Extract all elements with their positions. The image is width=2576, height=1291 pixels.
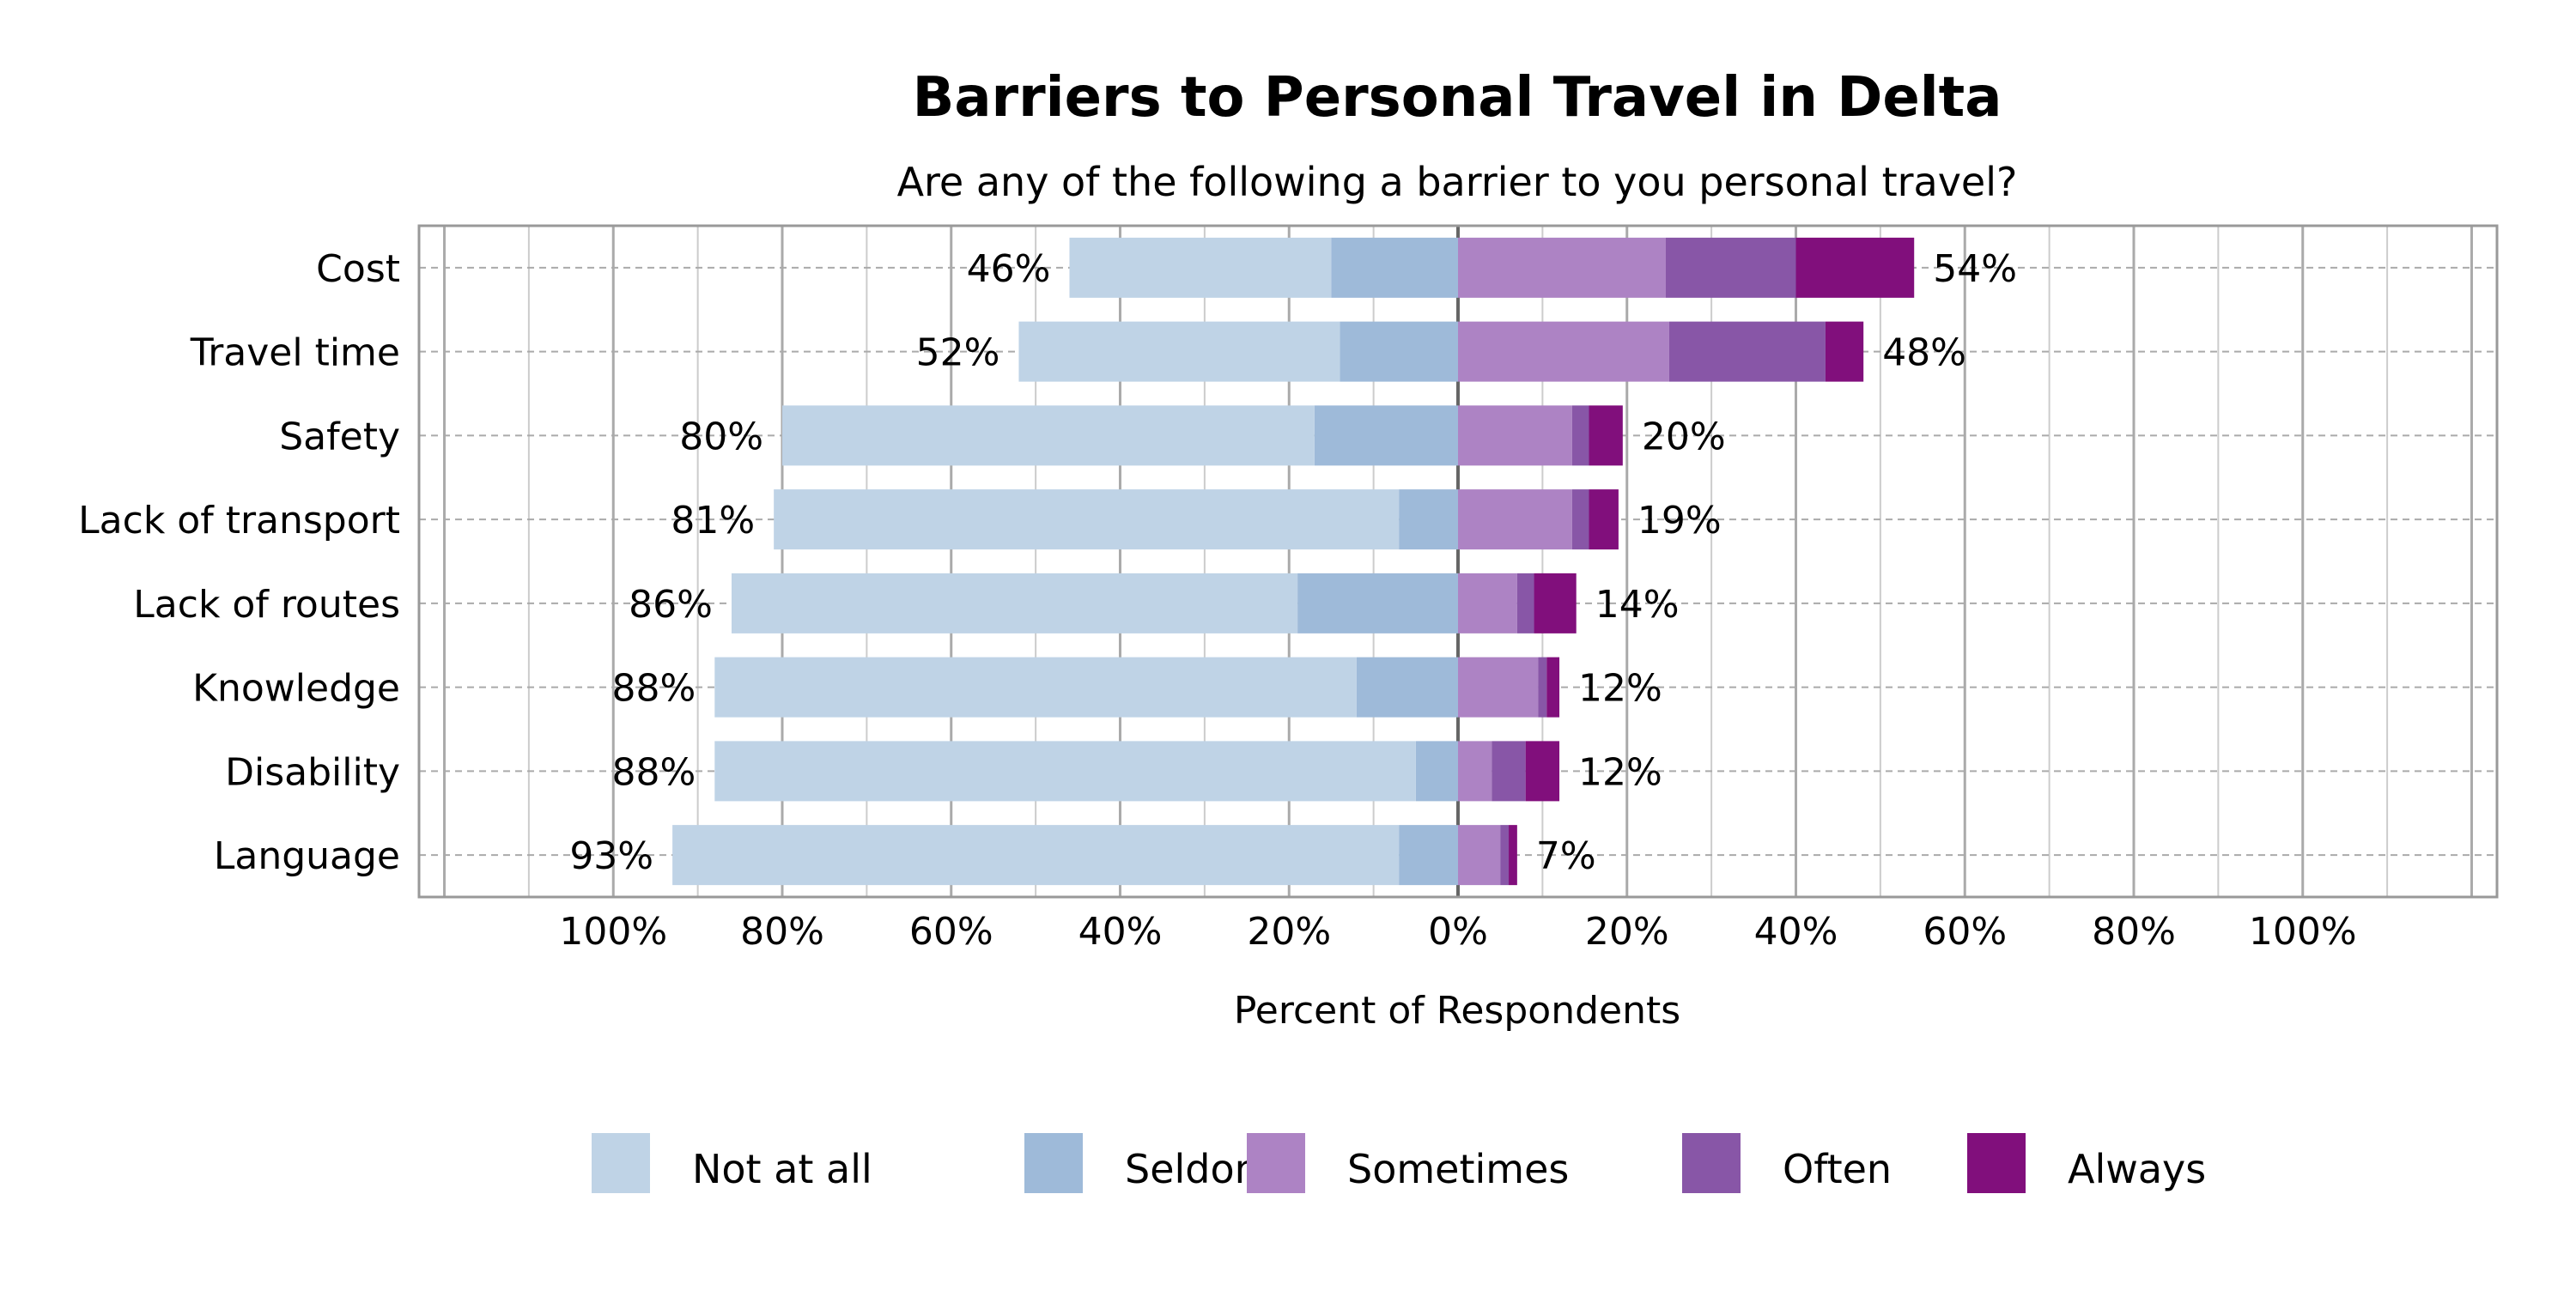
bar-segment-sometimes bbox=[1458, 237, 1666, 298]
negative-total-label: 52% bbox=[916, 331, 1000, 375]
positive-total-label: 19% bbox=[1637, 499, 1722, 542]
bar-segment-always bbox=[1589, 489, 1619, 550]
category-label: Language bbox=[214, 834, 400, 878]
negative-total-label: 80% bbox=[679, 415, 763, 458]
bar-segment-seldom bbox=[1415, 741, 1458, 802]
category-label: Disability bbox=[225, 750, 400, 794]
bar-segment-always bbox=[1825, 321, 1864, 382]
bar-segment-seldom bbox=[1297, 573, 1458, 633]
legend-label: Often bbox=[1783, 1146, 1892, 1192]
x-tick-label: 40% bbox=[1078, 910, 1163, 954]
legend-swatch bbox=[592, 1133, 650, 1193]
bar-segment-sometimes bbox=[1458, 825, 1501, 886]
x-tick-label: 80% bbox=[740, 910, 824, 954]
x-tick-label: 0% bbox=[1428, 910, 1488, 954]
bar-segment-seldom bbox=[1399, 489, 1458, 550]
bar-segment-often bbox=[1666, 237, 1796, 298]
bar-segment-often bbox=[1668, 321, 1826, 382]
bar-segment-often bbox=[1516, 573, 1534, 633]
x-tick-label: 60% bbox=[1923, 910, 2007, 954]
bar-segment-always bbox=[1525, 741, 1560, 802]
bar-segment-often bbox=[1538, 657, 1547, 718]
category-label: Cost bbox=[316, 247, 400, 291]
legend-swatch bbox=[1967, 1133, 2026, 1193]
legend-label: Always bbox=[2068, 1146, 2206, 1192]
x-tick-label: 80% bbox=[2092, 910, 2176, 954]
x-axis-label: Percent of Respondents bbox=[1234, 989, 1680, 1033]
bar-segment-not-at-all bbox=[774, 489, 1400, 550]
positive-total-label: 12% bbox=[1578, 667, 1662, 711]
positive-total-label: 48% bbox=[1882, 331, 1966, 375]
bar-segment-not-at-all bbox=[1018, 321, 1340, 382]
bar-segment-always bbox=[1509, 825, 1517, 886]
plot-frame bbox=[417, 224, 2499, 899]
negative-total-label: 86% bbox=[629, 583, 713, 627]
bar-segment-sometimes bbox=[1458, 657, 1539, 718]
category-label: Knowledge bbox=[192, 667, 400, 711]
legend-label: Not at all bbox=[692, 1146, 872, 1192]
legend: Not at all Seldom Sometimes Often Always bbox=[592, 1133, 2206, 1193]
labels: 46% 54% Cost 52% 48% Travel time 80% 20% Safety 8… bbox=[78, 247, 2017, 878]
bar-segment-often bbox=[1492, 741, 1526, 802]
bar-segment-often bbox=[1500, 825, 1510, 886]
bar-segment-not-at-all bbox=[714, 741, 1416, 802]
negative-total-label: 88% bbox=[612, 667, 696, 711]
bar-segment-sometimes bbox=[1458, 573, 1517, 633]
positive-total-label: 20% bbox=[1642, 415, 1726, 458]
legend-swatch bbox=[1682, 1133, 1741, 1193]
negative-total-label: 46% bbox=[967, 247, 1051, 291]
bar-segment-sometimes bbox=[1458, 405, 1572, 466]
positive-total-label: 54% bbox=[1933, 247, 2017, 291]
bar-segment-not-at-all bbox=[672, 825, 1400, 886]
positive-total-label: 12% bbox=[1578, 750, 1662, 794]
chart-subtitle: Are any of the following a barrier to yo… bbox=[897, 159, 2018, 205]
x-tick-label: 20% bbox=[1585, 910, 1669, 954]
x-tick-label: 60% bbox=[909, 910, 993, 954]
bar-segment-sometimes bbox=[1458, 321, 1669, 382]
positive-total-label: 14% bbox=[1595, 583, 1680, 627]
bar-segment-always bbox=[1534, 573, 1577, 633]
category-label: Safety bbox=[279, 415, 400, 458]
bar-segment-always bbox=[1795, 237, 1915, 298]
bar-segment-sometimes bbox=[1458, 741, 1492, 802]
bar-segment-always bbox=[1589, 405, 1623, 466]
bar-segment-seldom bbox=[1356, 657, 1458, 718]
legend-label: Sometimes bbox=[1347, 1146, 1569, 1192]
bar-segment-not-at-all bbox=[731, 573, 1298, 633]
bar-segment-seldom bbox=[1340, 321, 1458, 382]
bar-segment-seldom bbox=[1314, 405, 1458, 466]
x-tick-label: 100% bbox=[2249, 910, 2357, 954]
bar-segment-always bbox=[1546, 657, 1560, 718]
chart-title: Barriers to Personal Travel in Delta bbox=[913, 66, 2002, 130]
x-tick-label: 40% bbox=[1754, 910, 1838, 954]
x-tick-label: 100% bbox=[559, 910, 667, 954]
category-label: Travel time bbox=[190, 331, 400, 375]
bar-segment-sometimes bbox=[1458, 489, 1572, 550]
legend-swatch bbox=[1024, 1133, 1083, 1193]
negative-total-label: 81% bbox=[671, 499, 755, 542]
bar-segment-often bbox=[1571, 489, 1589, 550]
bar-segment-not-at-all bbox=[782, 405, 1315, 466]
positive-total-label: 7% bbox=[1536, 834, 1596, 878]
bar-segment-seldom bbox=[1399, 825, 1458, 886]
legend-swatch bbox=[1247, 1133, 1305, 1193]
bars bbox=[672, 237, 1915, 886]
category-label: Lack of transport bbox=[78, 499, 400, 542]
bar-segment-not-at-all bbox=[714, 657, 1357, 718]
bar-segment-not-at-all bbox=[1069, 237, 1332, 298]
x-tick-label: 20% bbox=[1247, 910, 1331, 954]
bar-segment-seldom bbox=[1331, 237, 1458, 298]
x-ticks: 100% 80% 60% 40% 20% 0% 20% 40% 60% 80% 100% bbox=[559, 910, 2356, 954]
bar-segment-often bbox=[1571, 405, 1589, 466]
category-label: Lack of routes bbox=[133, 583, 400, 627]
negative-total-label: 88% bbox=[612, 750, 696, 794]
negative-total-label: 93% bbox=[569, 834, 653, 878]
